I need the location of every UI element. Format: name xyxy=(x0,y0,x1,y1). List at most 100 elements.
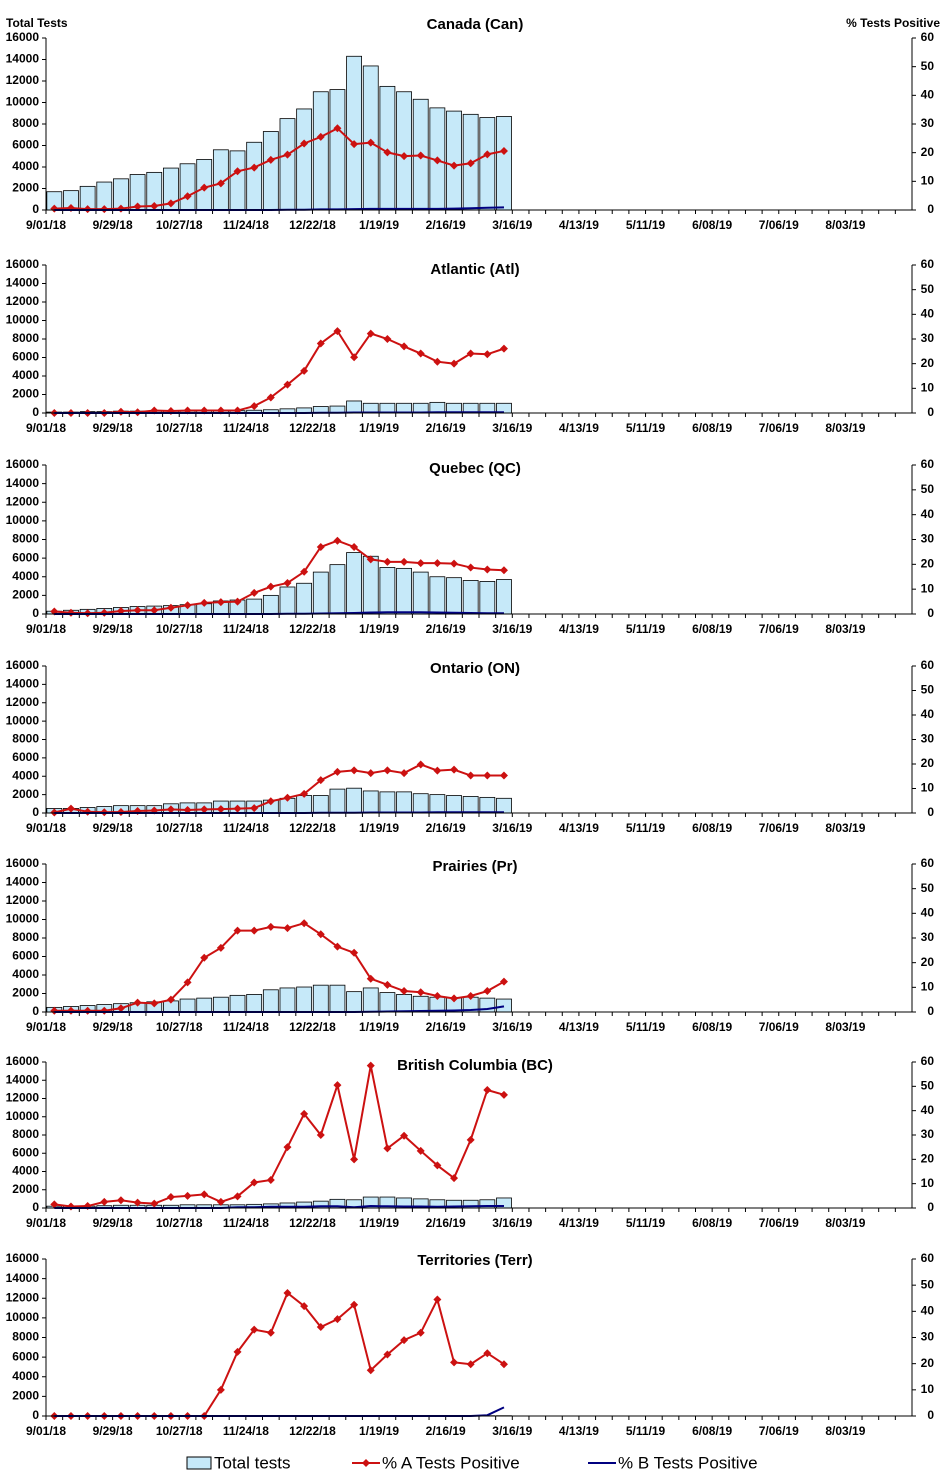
bar xyxy=(496,116,511,210)
y2-tick-label: 40 xyxy=(921,707,935,721)
bar xyxy=(413,996,428,1012)
x-tick-label: 5/11/19 xyxy=(626,622,666,636)
y2-tick-label: 50 xyxy=(921,482,935,496)
y-tick-label: 6000 xyxy=(12,1349,39,1363)
y2-tick-label: 10 xyxy=(921,1176,935,1190)
bar xyxy=(347,56,362,210)
x-tick-label: 12/22/18 xyxy=(289,1020,336,1034)
bar xyxy=(330,90,345,210)
chart-title: British Columbia (BC) xyxy=(397,1057,553,1074)
x-tick-label: 8/03/19 xyxy=(825,1216,865,1230)
x-tick-label: 2/16/19 xyxy=(426,1424,466,1438)
bar xyxy=(280,988,295,1012)
y-tick-label: 6000 xyxy=(12,949,39,963)
x-tick-label: 11/24/18 xyxy=(223,1424,269,1438)
bar xyxy=(397,792,412,813)
x-tick-label: 12/22/18 xyxy=(289,421,336,435)
x-tick-label: 11/24/18 xyxy=(223,1216,269,1230)
x-tick-label: 1/19/19 xyxy=(359,1020,399,1034)
x-tick-label: 9/01/18 xyxy=(26,421,66,435)
y-tick-label: 2000 xyxy=(12,588,39,602)
x-tick-label: 2/16/19 xyxy=(426,1020,466,1034)
x-tick-label: 4/13/19 xyxy=(559,1216,599,1230)
x-tick-label: 6/08/19 xyxy=(692,421,732,435)
legend-label: % B Tests Positive xyxy=(618,1453,758,1472)
bar xyxy=(380,993,395,1012)
bar xyxy=(313,796,328,813)
bar xyxy=(263,132,278,210)
x-tick-label: 6/08/19 xyxy=(692,622,732,636)
y-tick-label: 12000 xyxy=(6,893,40,907)
x-tick-label: 4/13/19 xyxy=(559,622,599,636)
y-tick-label: 14000 xyxy=(6,1271,40,1285)
bar xyxy=(280,587,295,614)
x-tick-label: 1/19/19 xyxy=(359,218,399,232)
bar xyxy=(313,92,328,210)
x-tick-label: 7/06/19 xyxy=(759,218,799,232)
y-tick-label: 8000 xyxy=(12,116,39,130)
y2-tick-label: 60 xyxy=(921,856,935,870)
y2-tick-label: 60 xyxy=(921,457,935,471)
y2-tick-label: 60 xyxy=(921,30,935,44)
bar xyxy=(347,788,362,813)
bar xyxy=(397,568,412,614)
y-tick-label: 12000 xyxy=(6,1091,40,1105)
y-tick-label: 0 xyxy=(32,202,39,216)
x-tick-label: 8/03/19 xyxy=(825,421,865,435)
y-tick-label: 4000 xyxy=(12,1369,39,1383)
x-tick-label: 7/06/19 xyxy=(759,421,799,435)
legend-swatch xyxy=(187,1457,211,1469)
y-tick-label: 16000 xyxy=(6,457,40,471)
y-tick-label: 2000 xyxy=(12,1182,39,1196)
y-tick-label: 0 xyxy=(32,1200,39,1214)
x-tick-label: 1/19/19 xyxy=(359,421,399,435)
bar xyxy=(413,572,428,614)
x-tick-label: 9/01/18 xyxy=(26,1020,66,1034)
y-tick-label: 10000 xyxy=(6,95,40,109)
chart-title: Atlantic (Atl) xyxy=(430,261,519,278)
y-tick-label: 6000 xyxy=(12,1145,39,1159)
bar xyxy=(430,577,445,614)
y-tick-label: 12000 xyxy=(6,494,40,508)
x-tick-label: 9/01/18 xyxy=(26,622,66,636)
x-tick-label: 9/29/18 xyxy=(93,1216,133,1230)
x-tick-label: 9/01/18 xyxy=(26,1424,66,1438)
y2-tick-label: 30 xyxy=(921,930,935,944)
y-tick-label: 10000 xyxy=(6,1310,40,1324)
bar xyxy=(297,109,312,210)
x-tick-label: 9/29/18 xyxy=(93,622,133,636)
bar xyxy=(247,994,262,1012)
x-tick-label: 10/27/18 xyxy=(156,1020,203,1034)
y2-tick-label: 60 xyxy=(921,257,935,271)
y2-tick-label: 40 xyxy=(921,88,935,102)
x-tick-label: 9/01/18 xyxy=(26,1216,66,1230)
y2-tick-label: 30 xyxy=(921,1127,935,1141)
bar xyxy=(447,796,462,813)
y2-tick-label: 0 xyxy=(927,1408,934,1422)
x-tick-label: 10/27/18 xyxy=(156,821,203,835)
bar xyxy=(430,795,445,813)
bar xyxy=(180,164,195,210)
bar xyxy=(463,580,478,614)
bar xyxy=(263,990,278,1012)
x-tick-label: 5/11/19 xyxy=(626,421,666,435)
y-tick-label: 4000 xyxy=(12,1164,39,1178)
y-tick-label: 2000 xyxy=(12,986,39,1000)
bar xyxy=(213,997,228,1012)
x-tick-label: 7/06/19 xyxy=(759,1216,799,1230)
bar xyxy=(230,995,245,1012)
y2-tick-label: 10 xyxy=(921,581,935,595)
y-tick-label: 14000 xyxy=(6,52,40,66)
bar xyxy=(447,111,462,210)
x-tick-label: 12/22/18 xyxy=(289,1424,336,1438)
bar xyxy=(297,583,312,614)
x-tick-label: 7/06/19 xyxy=(759,622,799,636)
x-tick-label: 6/08/19 xyxy=(692,1216,732,1230)
y-tick-label: 14000 xyxy=(6,476,40,490)
y-tick-label: 14000 xyxy=(6,1072,40,1086)
y-tick-label: 4000 xyxy=(12,368,39,382)
x-tick-label: 12/22/18 xyxy=(289,622,336,636)
x-tick-label: 6/08/19 xyxy=(692,1424,732,1438)
x-tick-label: 9/29/18 xyxy=(93,218,133,232)
